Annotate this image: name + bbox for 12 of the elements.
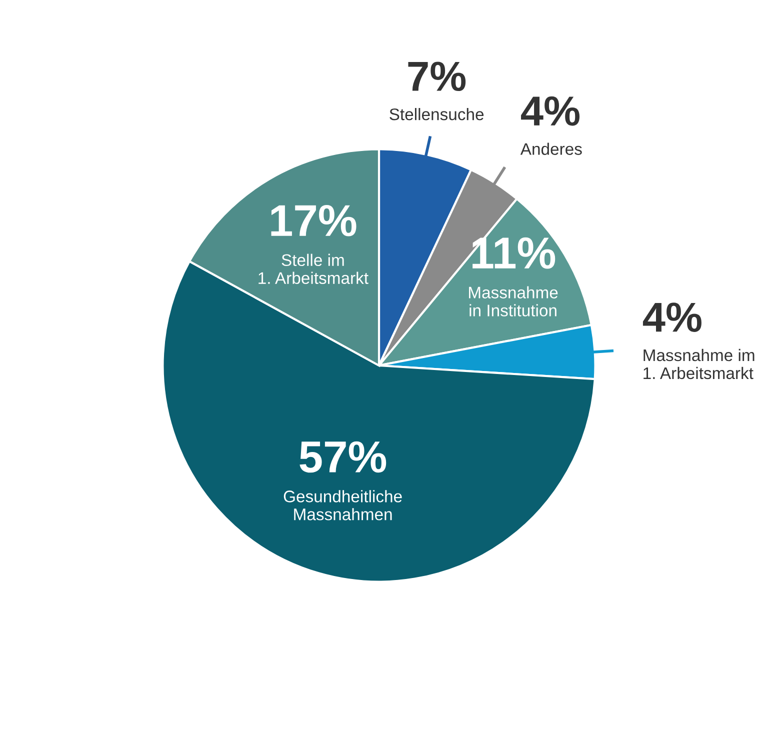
slice-label: Stelle im 1. Arbeitsmarkt	[258, 254, 368, 284]
slice-label: Massnahme im 1. Arbeitsmarkt	[644, 348, 754, 380]
slice-label: Anderes	[520, 142, 582, 155]
data-label: 17%	[271, 205, 356, 236]
slice-label: Stellensuche	[390, 108, 484, 120]
data-label: 4%	[642, 302, 702, 332]
data-label: 11%	[472, 237, 556, 269]
slice-label: Massnahme in Institution	[469, 286, 558, 316]
data-label: 57%	[300, 441, 386, 473]
data-label: 7%	[408, 62, 466, 92]
slice-label: Gesundheitliche Massnahmen	[284, 490, 402, 520]
data-label: 4%	[521, 96, 580, 126]
